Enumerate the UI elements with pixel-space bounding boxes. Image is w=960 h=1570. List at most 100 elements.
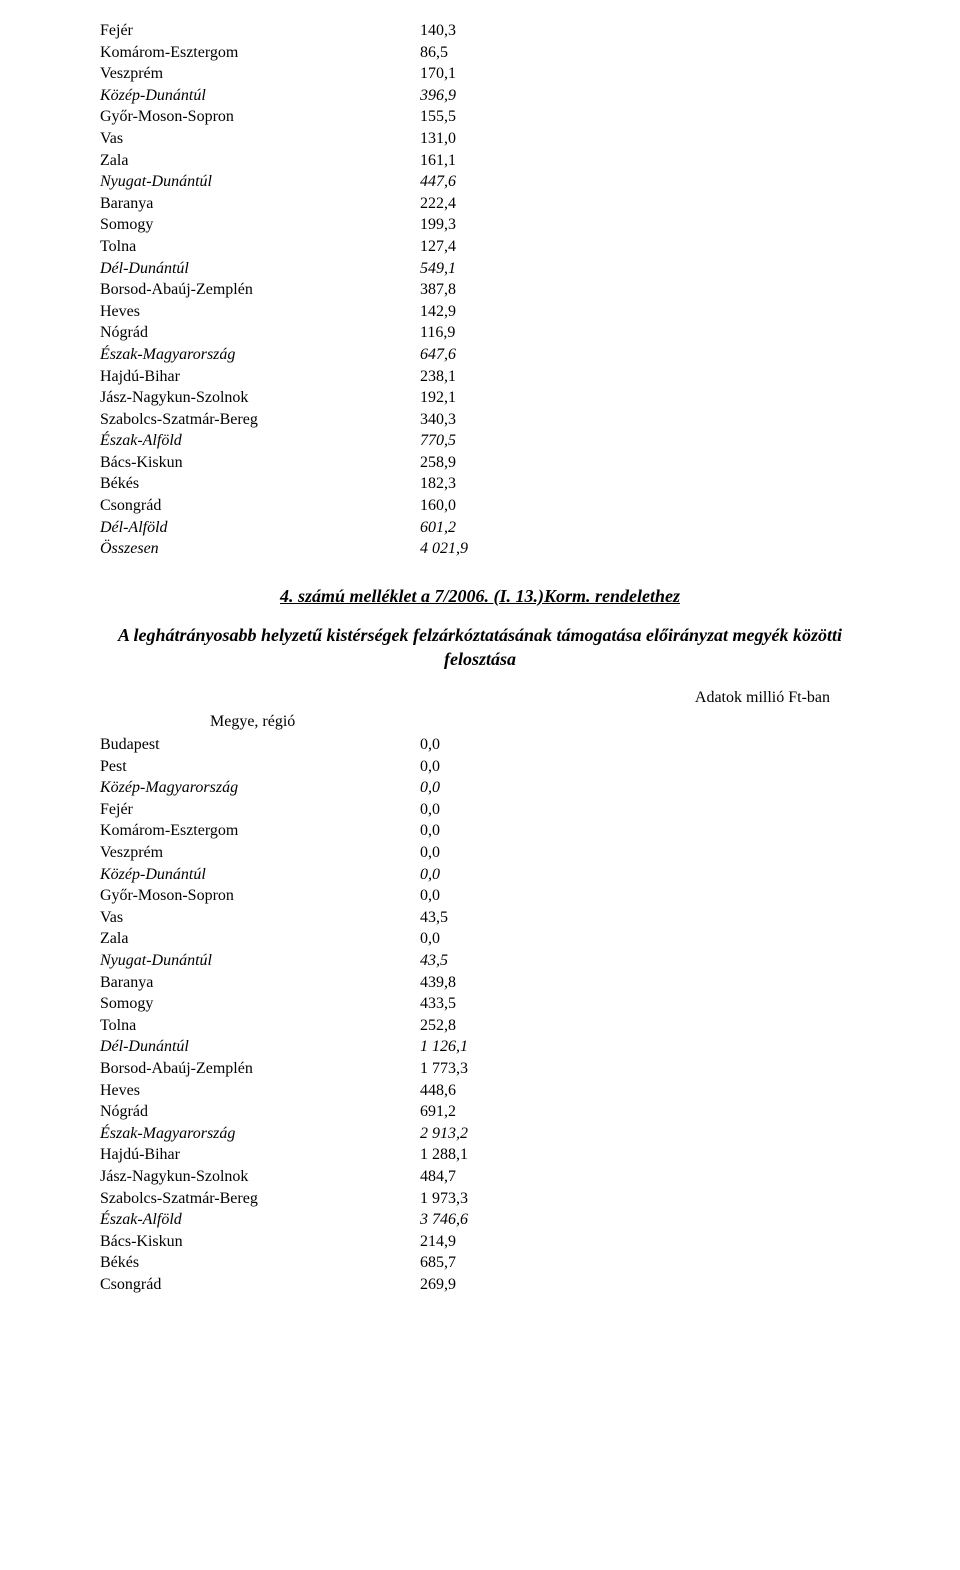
row-value: 2 913,2 [420, 1123, 468, 1145]
row-label: Győr-Moson-Sopron [100, 885, 420, 907]
row-value: 549,1 [420, 258, 456, 280]
table-row: Összesen4 021,9 [100, 538, 860, 560]
table-row: Vas131,0 [100, 128, 860, 150]
table-row: Csongrád269,9 [100, 1274, 860, 1296]
table-2: Budapest0,0Pest0,0Közép-Magyarország0,0F… [100, 734, 860, 1295]
row-value: 647,6 [420, 344, 456, 366]
row-value: 0,0 [420, 842, 440, 864]
row-value: 4 021,9 [420, 538, 468, 560]
row-label: Fejér [100, 799, 420, 821]
table-row: Somogy199,3 [100, 214, 860, 236]
row-value: 131,0 [420, 128, 456, 150]
row-value: 269,9 [420, 1274, 456, 1296]
row-value: 0,0 [420, 885, 440, 907]
row-label: Budapest [100, 734, 420, 756]
row-label: Bács-Kiskun [100, 452, 420, 474]
row-label: Észak-Alföld [100, 1209, 420, 1231]
row-value: 439,8 [420, 972, 456, 994]
table-row: Dél-Dunántúl1 126,1 [100, 1036, 860, 1058]
row-label: Heves [100, 1080, 420, 1102]
row-label: Észak-Alföld [100, 430, 420, 452]
row-label: Békés [100, 1252, 420, 1274]
row-label: Dél-Dunántúl [100, 1036, 420, 1058]
table-row: Baranya222,4 [100, 193, 860, 215]
row-label: Pest [100, 756, 420, 778]
table-row: Nógrád116,9 [100, 322, 860, 344]
table-row: Komárom-Esztergom86,5 [100, 42, 860, 64]
table-row: Komárom-Esztergom0,0 [100, 820, 860, 842]
row-value: 86,5 [420, 42, 448, 64]
row-label: Nyugat-Dunántúl [100, 171, 420, 193]
table-row: Közép-Magyarország0,0 [100, 777, 860, 799]
row-label: Közép-Magyarország [100, 777, 420, 799]
row-value: 214,9 [420, 1231, 456, 1253]
row-value: 0,0 [420, 777, 440, 799]
table-row: Bács-Kiskun258,9 [100, 452, 860, 474]
row-label: Összesen [100, 538, 420, 560]
table-row: Hajdú-Bihar1 288,1 [100, 1144, 860, 1166]
row-label: Fejér [100, 20, 420, 42]
row-label: Jász-Nagykun-Szolnok [100, 387, 420, 409]
row-label: Somogy [100, 993, 420, 1015]
row-label: Nyugat-Dunántúl [100, 950, 420, 972]
row-value: 1 973,3 [420, 1188, 468, 1210]
row-value: 770,5 [420, 430, 456, 452]
row-label: Csongrád [100, 495, 420, 517]
row-label: Nógrád [100, 322, 420, 344]
subtitle: A leghátrányosabb helyzetű kistérségek f… [100, 624, 860, 671]
row-label: Vas [100, 907, 420, 929]
row-value: 601,2 [420, 517, 456, 539]
row-value: 3 746,6 [420, 1209, 468, 1231]
table-row: Békés182,3 [100, 473, 860, 495]
table-row: Borsod-Abaúj-Zemplén387,8 [100, 279, 860, 301]
table-row: Nógrád691,2 [100, 1101, 860, 1123]
table-row: Tolna127,4 [100, 236, 860, 258]
row-value: 0,0 [420, 820, 440, 842]
table-row: Zala0,0 [100, 928, 860, 950]
row-value: 448,6 [420, 1080, 456, 1102]
row-label: Nógrád [100, 1101, 420, 1123]
row-value: 43,5 [420, 950, 448, 972]
row-value: 199,3 [420, 214, 456, 236]
table-row: Hajdú-Bihar238,1 [100, 366, 860, 388]
row-value: 116,9 [420, 322, 455, 344]
table-row: Közép-Dunántúl396,9 [100, 85, 860, 107]
row-value: 0,0 [420, 734, 440, 756]
row-label: Bács-Kiskun [100, 1231, 420, 1253]
row-value: 433,5 [420, 993, 456, 1015]
row-label: Dél-Alföld [100, 517, 420, 539]
column-header: Megye, régió [210, 711, 860, 733]
row-value: 387,8 [420, 279, 456, 301]
row-value: 222,4 [420, 193, 456, 215]
table-row: Fejér140,3 [100, 20, 860, 42]
row-value: 447,6 [420, 171, 456, 193]
row-value: 1 288,1 [420, 1144, 468, 1166]
row-label: Veszprém [100, 842, 420, 864]
table-row: Győr-Moson-Sopron155,5 [100, 106, 860, 128]
row-value: 1 773,3 [420, 1058, 468, 1080]
table-row: Budapest0,0 [100, 734, 860, 756]
row-value: 252,8 [420, 1015, 456, 1037]
table-row: Pest0,0 [100, 756, 860, 778]
table-row: Szabolcs-Szatmár-Bereg1 973,3 [100, 1188, 860, 1210]
row-label: Észak-Magyarország [100, 1123, 420, 1145]
table-row: Borsod-Abaúj-Zemplén1 773,3 [100, 1058, 860, 1080]
row-value: 0,0 [420, 864, 440, 886]
table-row: Nyugat-Dunántúl43,5 [100, 950, 860, 972]
table-row: Észak-Magyarország2 913,2 [100, 1123, 860, 1145]
row-value: 685,7 [420, 1252, 456, 1274]
row-value: 43,5 [420, 907, 448, 929]
row-label: Borsod-Abaúj-Zemplén [100, 279, 420, 301]
row-label: Vas [100, 128, 420, 150]
row-value: 258,9 [420, 452, 456, 474]
row-value: 238,1 [420, 366, 456, 388]
row-value: 155,5 [420, 106, 456, 128]
table-row: Közép-Dunántúl0,0 [100, 864, 860, 886]
row-value: 127,4 [420, 236, 456, 258]
row-label: Győr-Moson-Sopron [100, 106, 420, 128]
row-value: 160,0 [420, 495, 456, 517]
row-label: Baranya [100, 972, 420, 994]
row-label: Heves [100, 301, 420, 323]
table-1: Fejér140,3Komárom-Esztergom86,5Veszprém1… [100, 20, 860, 560]
row-label: Hajdú-Bihar [100, 366, 420, 388]
